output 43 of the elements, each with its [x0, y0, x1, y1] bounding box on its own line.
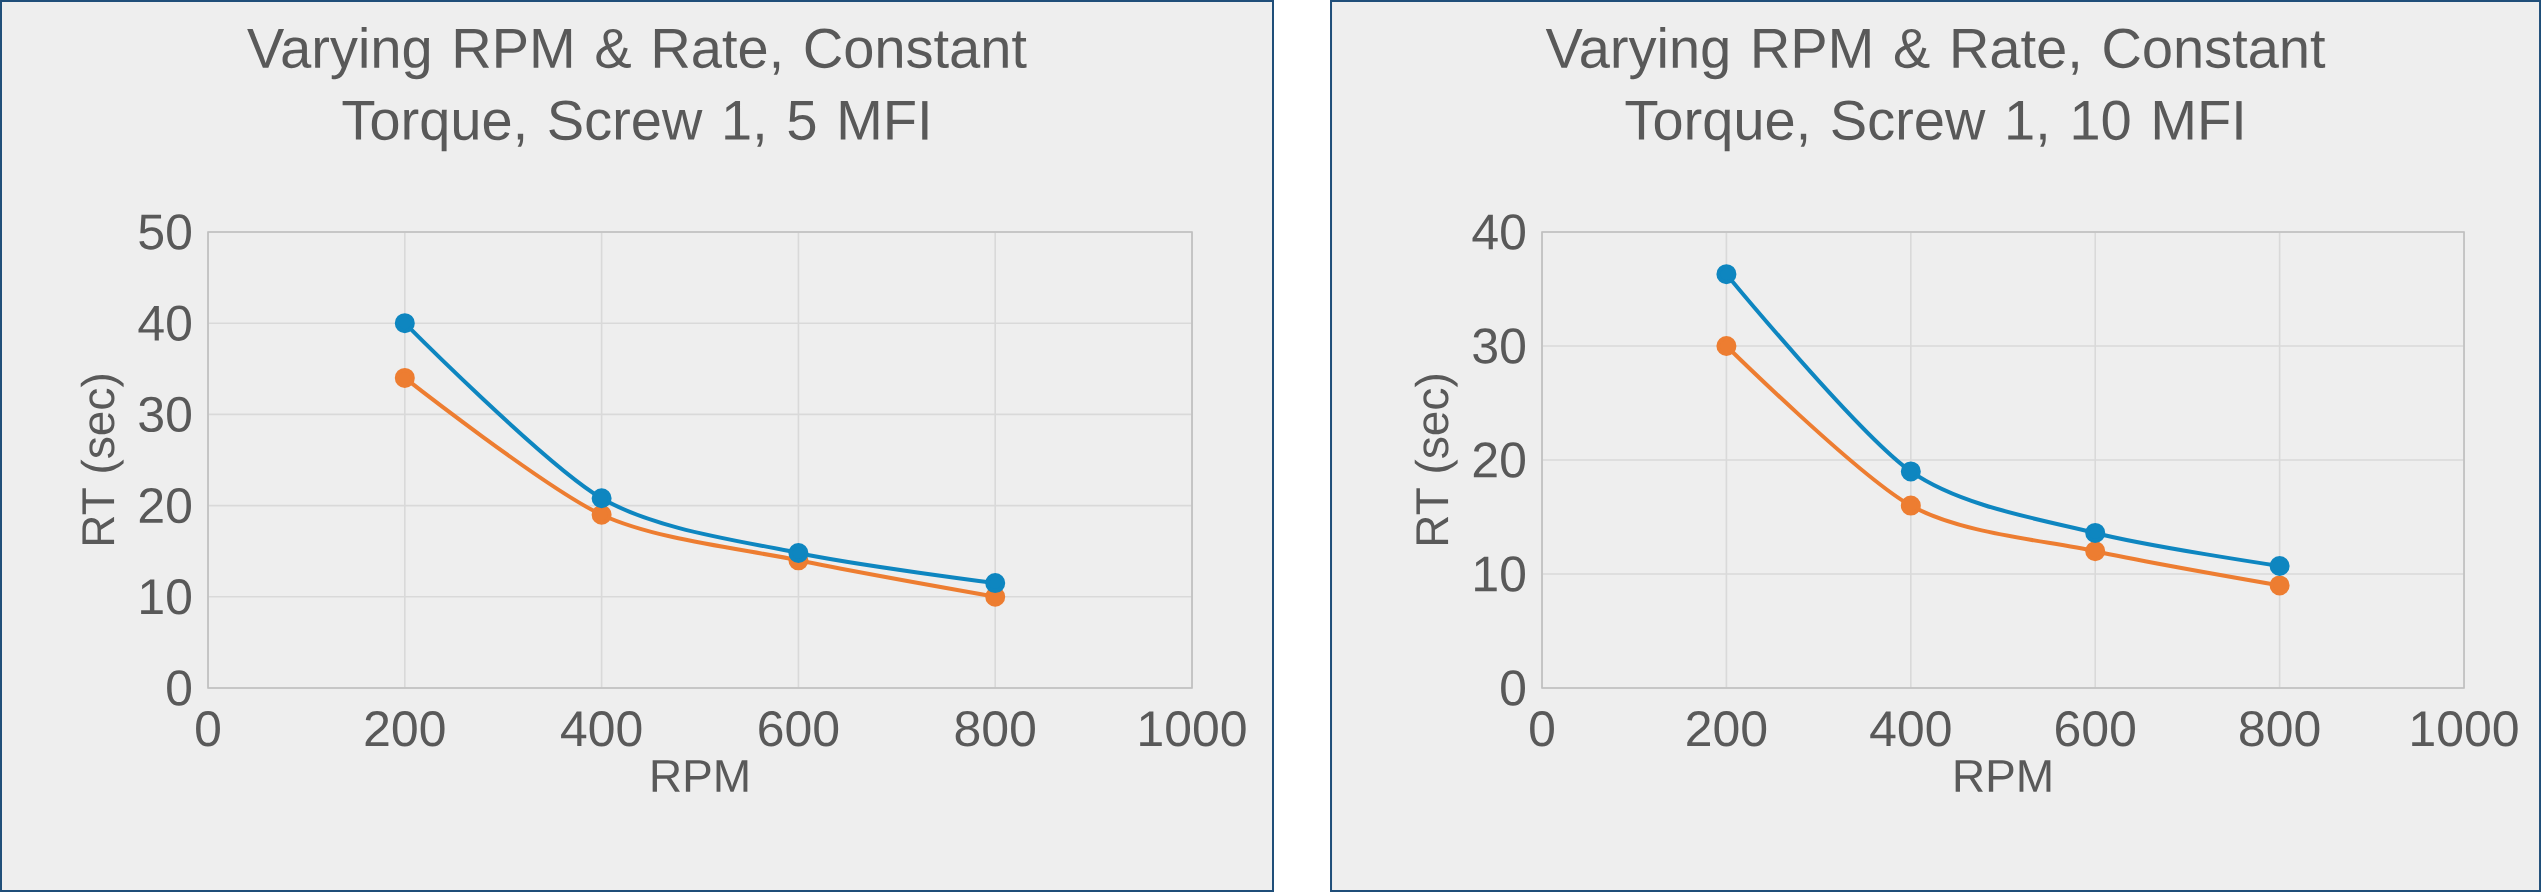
x-tick-label: 0 [1530, 711, 1554, 747]
point [2085, 541, 2106, 562]
y-axis-title: RT (sec) [80, 375, 124, 544]
x-tick-label: 600 [759, 711, 839, 747]
point [985, 573, 1006, 594]
point [591, 488, 612, 509]
y-tick-label: 30 [1473, 328, 1525, 364]
point [2085, 522, 2106, 543]
x-tick-label: 1000 [2412, 711, 2518, 747]
x-tick-label: 800 [955, 711, 1035, 747]
x-tick-label: 200 [365, 711, 445, 747]
chart-title: Varying RPM & Rate, Constant Torque, Screw 1, 10 MFI [1545, 27, 2326, 152]
point [1900, 495, 1921, 516]
x-tick-label: 0 [196, 711, 220, 747]
x-tick-label: 1000 [1140, 711, 1246, 747]
x-tick-label: 600 [2056, 711, 2135, 747]
point [1716, 335, 1737, 356]
point [788, 543, 809, 564]
y-tick-label: 0 [167, 670, 191, 706]
y-tick-label: 40 [138, 305, 191, 341]
point [1716, 264, 1737, 285]
y-axis-title: RT (sec) [1414, 375, 1458, 544]
x-tick-label: 400 [561, 711, 642, 747]
point [591, 504, 612, 525]
y-tick-label: 50 [139, 214, 191, 250]
point [2269, 556, 2290, 577]
x-axis-title: RPM [652, 760, 748, 792]
y-tick-label: 10 [141, 579, 191, 615]
y-tick-label: 20 [139, 487, 191, 524]
x-tick-label: 400 [1870, 711, 1951, 747]
chart-title: Varying RPM & Rate, Constant Torque, Screw 1, 5 MFI [247, 27, 1027, 152]
point [2269, 575, 2290, 596]
y-tick-label: 10 [1475, 556, 1525, 592]
x-axis-title: RPM [1955, 760, 2051, 792]
y-tick-label: 30 [139, 396, 191, 433]
y-tick-label: 20 [1473, 442, 1525, 478]
x-tick-label: 200 [1687, 711, 1767, 747]
y-tick-label: 0 [1501, 670, 1525, 706]
x-tick-label: 800 [2240, 711, 2320, 747]
point [394, 367, 415, 388]
point [394, 313, 415, 334]
point [1900, 461, 1921, 482]
y-tick-label: 40 [1472, 214, 1525, 250]
